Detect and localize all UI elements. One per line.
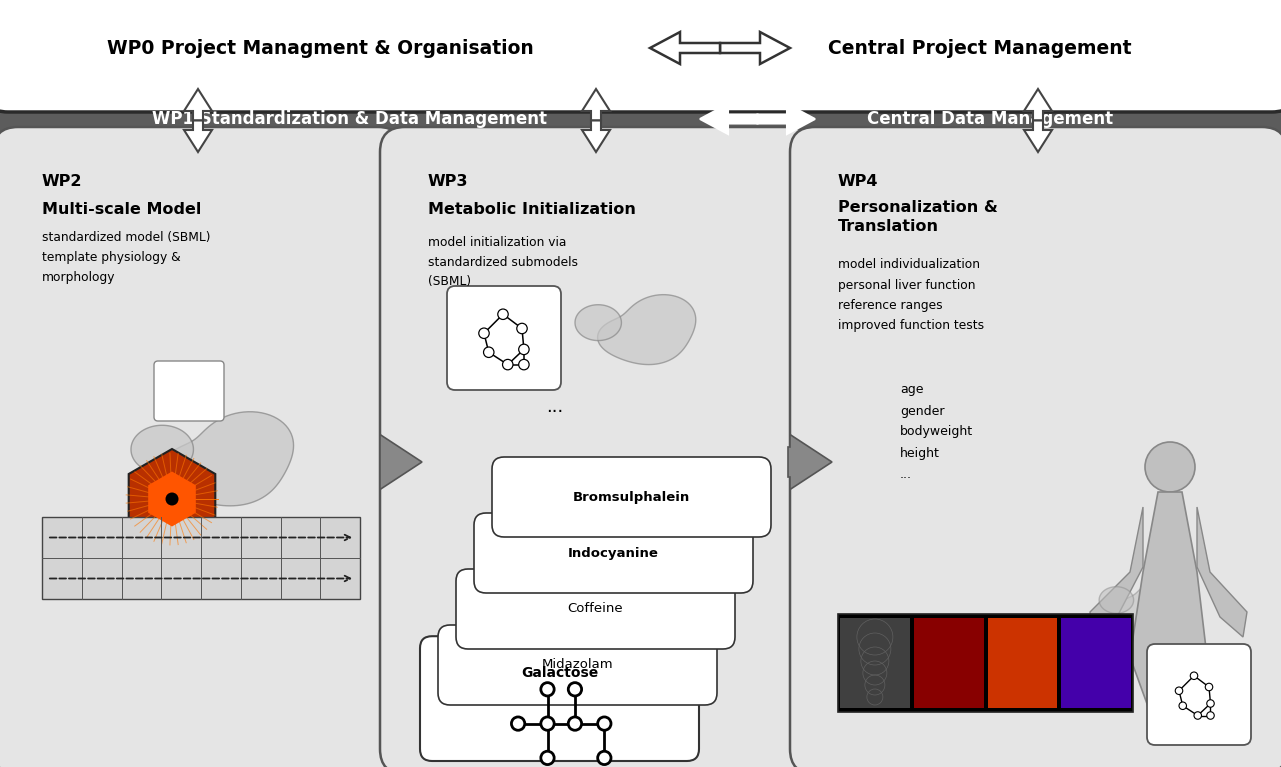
Circle shape bbox=[1207, 700, 1214, 707]
Polygon shape bbox=[1130, 492, 1207, 712]
FancyBboxPatch shape bbox=[447, 286, 561, 390]
Circle shape bbox=[479, 328, 489, 338]
FancyBboxPatch shape bbox=[0, 69, 1281, 169]
Text: WP4: WP4 bbox=[838, 175, 879, 189]
Text: Indocyanine: Indocyanine bbox=[567, 547, 658, 559]
Circle shape bbox=[502, 360, 512, 370]
Polygon shape bbox=[597, 295, 696, 364]
Polygon shape bbox=[1099, 587, 1134, 614]
Text: Bromsulphalein: Bromsulphalein bbox=[573, 491, 690, 503]
FancyBboxPatch shape bbox=[492, 457, 771, 537]
Polygon shape bbox=[161, 412, 293, 506]
Circle shape bbox=[483, 347, 494, 357]
FancyBboxPatch shape bbox=[1146, 644, 1252, 745]
Polygon shape bbox=[149, 472, 196, 526]
Polygon shape bbox=[1024, 89, 1052, 120]
FancyBboxPatch shape bbox=[474, 513, 753, 593]
FancyBboxPatch shape bbox=[790, 127, 1281, 767]
Polygon shape bbox=[649, 32, 720, 64]
Circle shape bbox=[1175, 687, 1182, 694]
Text: model individualization
personal liver function
reference ranges
improved functi: model individualization personal liver f… bbox=[838, 258, 984, 331]
Text: age
gender
bodyweight
height
...: age gender bodyweight height ... bbox=[901, 384, 974, 480]
Text: model initialization via
standardized submodels
(SBML): model initialization via standardized su… bbox=[428, 235, 578, 288]
Bar bbox=[988, 618, 1057, 708]
Polygon shape bbox=[575, 304, 621, 341]
FancyBboxPatch shape bbox=[438, 625, 717, 705]
Text: WP0 Project Managment & Organisation: WP0 Project Managment & Organisation bbox=[106, 38, 533, 58]
Circle shape bbox=[541, 751, 555, 765]
Circle shape bbox=[598, 717, 611, 730]
Polygon shape bbox=[128, 449, 215, 549]
Circle shape bbox=[1179, 702, 1186, 709]
Text: Galactose: Galactose bbox=[521, 667, 598, 680]
Circle shape bbox=[1145, 442, 1195, 492]
Text: standardized model (SBML)
template physiology &
morphology: standardized model (SBML) template physi… bbox=[42, 231, 210, 284]
Text: Midazolam: Midazolam bbox=[542, 659, 614, 671]
Polygon shape bbox=[757, 104, 815, 134]
Polygon shape bbox=[1196, 507, 1246, 637]
Circle shape bbox=[1194, 712, 1202, 719]
Text: WP3: WP3 bbox=[428, 175, 469, 189]
Bar bbox=[840, 618, 910, 708]
Text: Central Project Management: Central Project Management bbox=[829, 38, 1131, 58]
Circle shape bbox=[519, 344, 529, 354]
FancyBboxPatch shape bbox=[380, 127, 813, 767]
Polygon shape bbox=[582, 120, 610, 152]
Polygon shape bbox=[1116, 579, 1189, 631]
Text: ...: ... bbox=[547, 398, 564, 416]
Circle shape bbox=[516, 323, 528, 334]
FancyBboxPatch shape bbox=[456, 569, 735, 649]
Text: WP2: WP2 bbox=[42, 175, 82, 189]
Circle shape bbox=[1207, 712, 1214, 719]
Bar bbox=[1061, 618, 1131, 708]
Polygon shape bbox=[184, 89, 211, 120]
Circle shape bbox=[519, 360, 529, 370]
Text: Central Data Management: Central Data Management bbox=[867, 110, 1113, 128]
Polygon shape bbox=[184, 120, 211, 152]
FancyBboxPatch shape bbox=[0, 0, 1281, 112]
FancyBboxPatch shape bbox=[0, 127, 404, 767]
Polygon shape bbox=[1024, 120, 1052, 152]
Circle shape bbox=[569, 717, 582, 730]
Text: Personalization &
Translation: Personalization & Translation bbox=[838, 199, 998, 235]
Circle shape bbox=[1190, 672, 1198, 680]
Circle shape bbox=[541, 683, 555, 696]
Bar bbox=[42, 517, 360, 599]
Polygon shape bbox=[788, 434, 831, 489]
Polygon shape bbox=[582, 89, 610, 120]
Polygon shape bbox=[699, 104, 757, 134]
Circle shape bbox=[1205, 683, 1213, 691]
Circle shape bbox=[498, 309, 509, 320]
Circle shape bbox=[541, 717, 555, 730]
Bar bbox=[838, 614, 1132, 712]
Circle shape bbox=[165, 492, 178, 505]
FancyBboxPatch shape bbox=[420, 636, 699, 761]
Polygon shape bbox=[720, 32, 790, 64]
FancyBboxPatch shape bbox=[154, 361, 224, 421]
Text: Metabolic Initialization: Metabolic Initialization bbox=[428, 202, 635, 216]
Polygon shape bbox=[131, 425, 193, 473]
Circle shape bbox=[511, 717, 525, 730]
Text: Multi-scale Model: Multi-scale Model bbox=[42, 202, 201, 216]
Text: Coffeine: Coffeine bbox=[567, 603, 624, 615]
Circle shape bbox=[569, 683, 582, 696]
Polygon shape bbox=[1090, 507, 1143, 637]
Text: WP1 Standardization & Data Management: WP1 Standardization & Data Management bbox=[152, 110, 547, 128]
Bar bbox=[913, 618, 984, 708]
Circle shape bbox=[598, 751, 611, 765]
Polygon shape bbox=[380, 434, 421, 489]
